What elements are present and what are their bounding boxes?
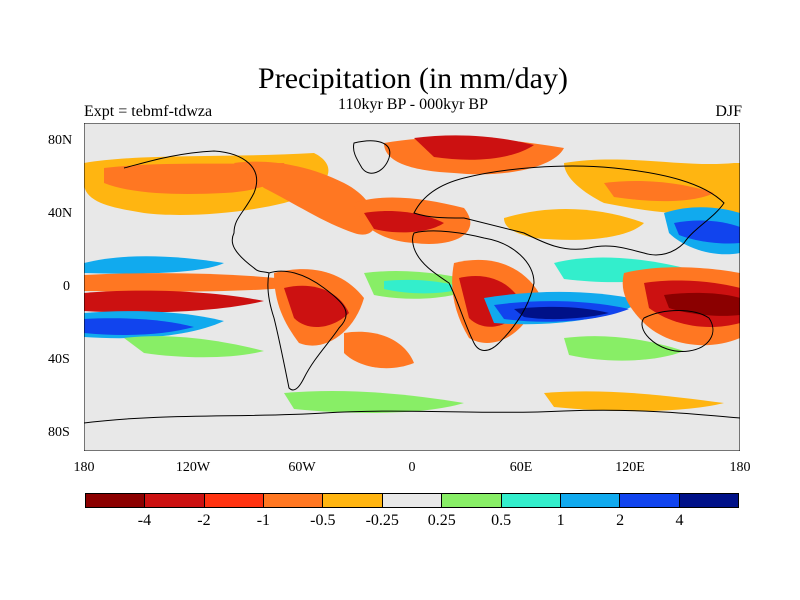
legend-label: 1	[556, 512, 565, 529]
legend-swatch	[442, 494, 502, 507]
xtick-60w: 60W	[288, 460, 316, 475]
legend-swatch	[204, 494, 265, 507]
legend-label: 4	[675, 512, 684, 529]
legend-swatch	[679, 494, 738, 507]
legend-swatch	[323, 494, 383, 507]
legend-swatch	[382, 494, 443, 507]
ytick-40n: 40N	[48, 206, 73, 221]
precip-anomaly-fields	[84, 135, 740, 413]
xtick-180w: 180	[73, 460, 95, 475]
xtick-60e: 60E	[509, 460, 533, 475]
xtick-180e: 180	[729, 460, 751, 475]
color-legend	[85, 493, 739, 508]
plot-title: Precipitation (in mm/day)	[258, 62, 568, 95]
coastlines	[84, 140, 740, 424]
precipitation-map	[84, 123, 740, 451]
legend-swatch	[264, 494, 324, 507]
map-svg	[84, 123, 740, 451]
legend-swatch	[560, 494, 621, 507]
legend-swatch	[501, 494, 561, 507]
season-label: DJF	[715, 103, 742, 120]
legend-label: -0.25	[365, 512, 399, 529]
xtick-120e: 120E	[615, 460, 645, 475]
legend-swatch	[620, 494, 680, 507]
ytick-40s: 40S	[48, 352, 70, 367]
experiment-label: Expt = tebmf-tdwza	[84, 103, 213, 120]
xtick-120w: 120W	[175, 460, 211, 475]
legend-label: -2	[197, 512, 211, 529]
xtick-0: 0	[408, 460, 416, 475]
legend-label: 0.25	[427, 512, 456, 529]
legend-label: 0.5	[491, 512, 512, 529]
legend-swatch	[86, 494, 146, 507]
legend-label: -1	[256, 512, 271, 529]
legend-label: 2	[616, 512, 625, 529]
ytick-80s: 80S	[48, 425, 70, 440]
legend-label: -4	[137, 512, 152, 529]
ytick-0: 0	[63, 279, 70, 294]
plot-subtitle: 110kyr BP - 000kyr BP	[338, 96, 488, 113]
legend-swatch	[145, 494, 205, 507]
legend-label: -0.5	[310, 512, 336, 529]
ytick-80n: 80N	[48, 133, 73, 148]
